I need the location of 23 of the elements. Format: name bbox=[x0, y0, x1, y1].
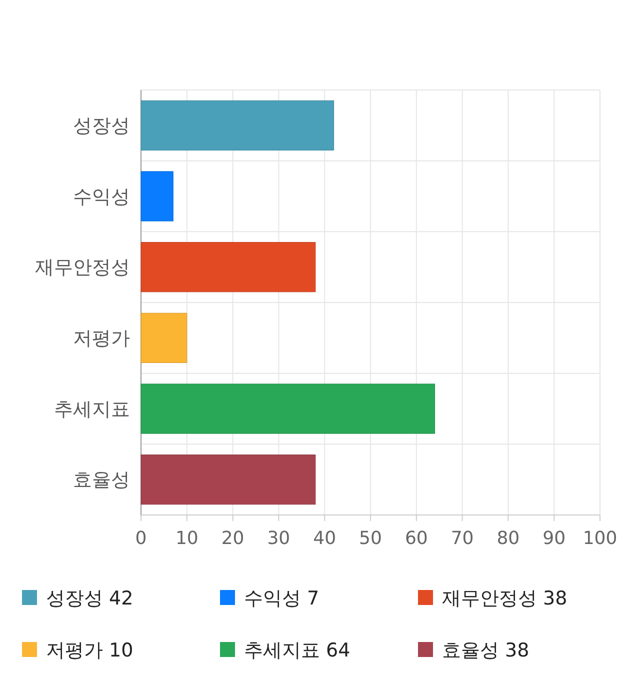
legend-label: 재무안정성 38 bbox=[442, 588, 568, 610]
y-tick-label: 저평가 bbox=[73, 328, 130, 350]
y-tick-label: 추세지표 bbox=[54, 398, 130, 420]
x-tick-label: 40 bbox=[313, 528, 336, 549]
legend-label: 저평가 10 bbox=[46, 640, 134, 662]
legend-label: 수익성 7 bbox=[244, 588, 320, 610]
x-tick-label: 60 bbox=[404, 528, 428, 549]
x-tick-label: 50 bbox=[359, 528, 382, 549]
x-tick-label: 20 bbox=[221, 528, 244, 549]
legend-label: 효율성 38 bbox=[442, 640, 530, 662]
legend-label: 추세지표 64 bbox=[244, 640, 350, 662]
x-tick-label: 10 bbox=[175, 528, 198, 549]
x-tick-label: 70 bbox=[450, 528, 474, 549]
y-tick-label: 성장성 bbox=[73, 115, 130, 138]
y-tick-label: 효율성 bbox=[73, 469, 130, 492]
x-tick-label: 90 bbox=[542, 528, 566, 549]
x-tick-label: 80 bbox=[496, 528, 520, 549]
x-tick-label: 100 bbox=[582, 528, 618, 549]
y-tick-label: 수익성 bbox=[73, 186, 130, 208]
x-tick-label: 30 bbox=[267, 528, 290, 549]
x-tick-label: 0 bbox=[135, 528, 147, 549]
y-tick-label: 재무안정성 bbox=[35, 256, 130, 279]
legend-label: 성장성 42 bbox=[46, 588, 134, 610]
